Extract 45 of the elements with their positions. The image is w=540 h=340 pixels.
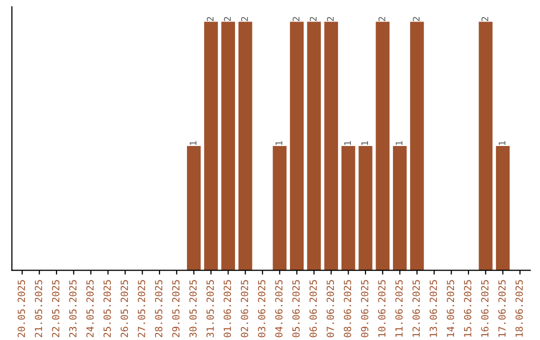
x-tick-label: 18.06.2025	[515, 280, 523, 337]
x-tick-label: 04.06.2025	[275, 280, 283, 338]
data-label: 1	[498, 141, 506, 145]
x-tick-label: 22.05.2025	[52, 280, 60, 338]
x-tick-label: 21.05.2025	[34, 280, 42, 338]
x-tick-label: 27.05.2025	[138, 280, 146, 338]
data-label: 2	[224, 17, 231, 22]
x-tick-label: 09.06.2025	[360, 280, 368, 338]
x-tick-label: 12.06.2025	[412, 280, 420, 337]
data-label: 2	[292, 17, 300, 22]
data-label: 2	[206, 17, 214, 22]
x-tick-label: 07.06.2025	[326, 280, 334, 338]
x-tick-label: 03.06.2025	[258, 280, 266, 338]
x-tick-label: 26.05.2025	[120, 280, 128, 338]
x-tick-label: 31.05.2025	[206, 280, 214, 338]
x-tick-label: 11.06.2025	[395, 280, 403, 337]
x-tick-label: 08.06.2025	[344, 280, 352, 338]
x-tick-label: 02.06.2025	[240, 280, 248, 338]
x-tick-label: 23.05.2025	[69, 280, 77, 338]
data-label: 1	[396, 141, 402, 145]
x-tick-label: 15.06.2025	[464, 280, 472, 337]
data-label: 1	[276, 141, 282, 145]
x-tick-label: 28.05.2025	[154, 280, 162, 338]
data-label: 1	[190, 141, 196, 145]
x-tick-label: 16.06.2025	[481, 280, 488, 337]
x-tick-label: 10.06.2025	[378, 280, 386, 337]
x-tick-label: 05.06.2025	[292, 280, 300, 338]
data-label: 2	[326, 17, 334, 22]
x-tick-label: 17.06.2025	[498, 280, 506, 337]
x-tick-label: 13.06.2025	[430, 280, 437, 337]
data-label: 2	[412, 17, 420, 22]
data-label: 1	[344, 141, 351, 145]
data-label: 1	[361, 141, 368, 145]
data-label: 2	[481, 17, 488, 22]
x-tick-label: 29.05.2025	[172, 280, 180, 338]
x-tick-label: 14.06.2025	[446, 280, 454, 337]
x-tick-label: 25.05.2025	[104, 280, 111, 338]
x-tick-label: 01.06.2025	[224, 280, 232, 338]
x-tick-label: 06.06.2025	[309, 280, 317, 338]
data-label: 2	[378, 17, 386, 22]
data-label: 2	[241, 17, 248, 22]
x-tick-label: 24.05.2025	[86, 280, 94, 338]
data-label: 2	[310, 17, 317, 22]
x-tick-label: 20.05.2025	[18, 280, 26, 338]
x-tick-label: 30.05.2025	[189, 280, 197, 338]
